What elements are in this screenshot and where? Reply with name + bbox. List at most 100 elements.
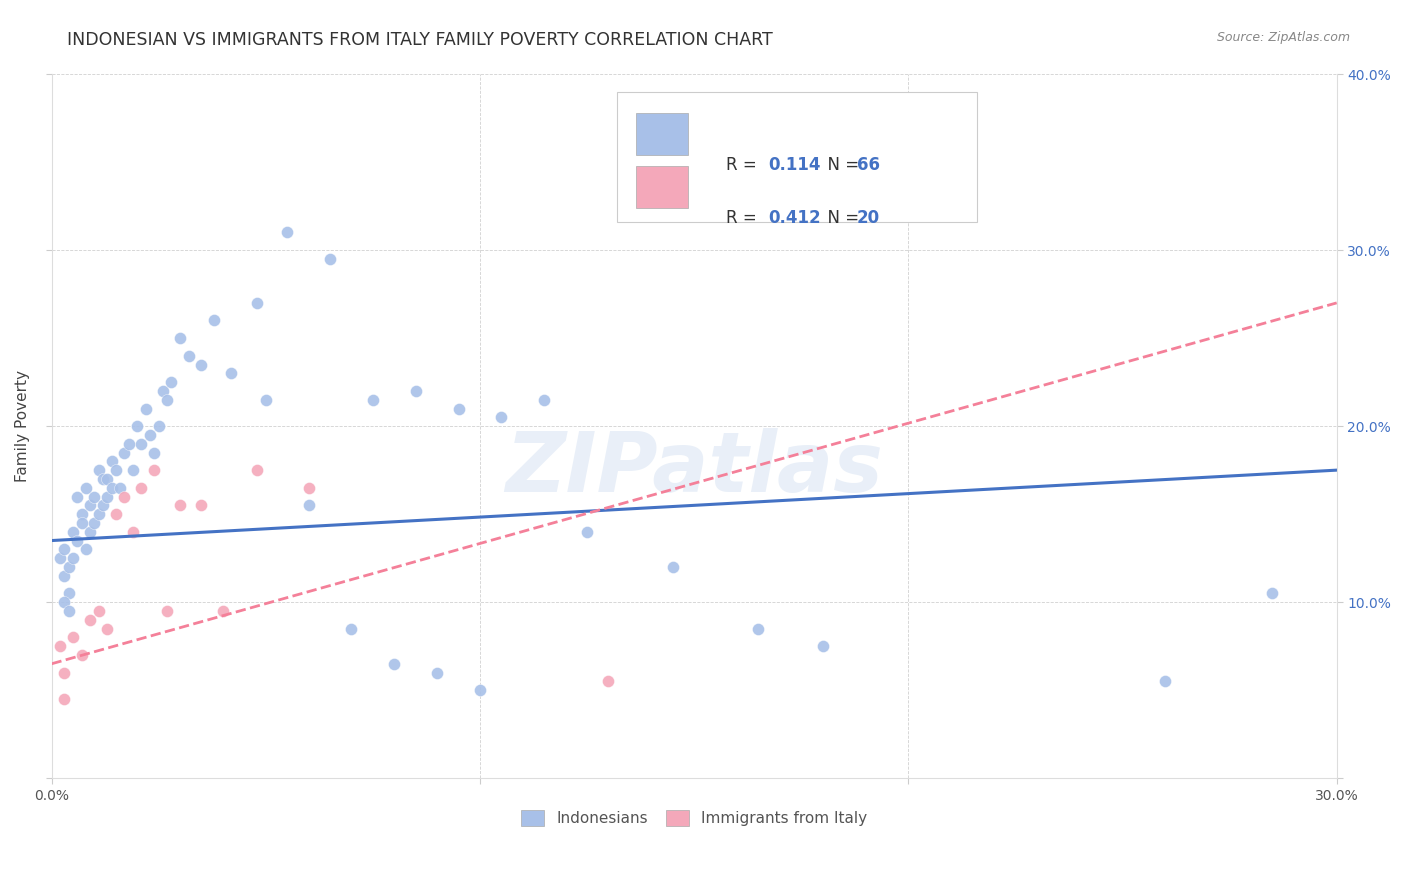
Point	[297, 499, 319, 513]
Point	[177, 349, 200, 363]
Point	[382, 657, 405, 671]
Point	[87, 604, 110, 618]
Text: R =: R =	[725, 210, 762, 227]
Point	[246, 296, 269, 310]
Point	[135, 401, 157, 416]
Point	[104, 463, 127, 477]
Point	[491, 410, 513, 425]
Point	[139, 428, 162, 442]
Text: N =: N =	[817, 156, 865, 175]
Point	[143, 445, 166, 459]
Point	[169, 499, 191, 513]
Point	[58, 604, 80, 618]
Point	[96, 622, 118, 636]
Point	[156, 392, 179, 407]
Text: R =: R =	[725, 156, 762, 175]
Point	[96, 490, 118, 504]
Point	[53, 665, 76, 680]
Point	[70, 648, 93, 662]
Text: INDONESIAN VS IMMIGRANTS FROM ITALY FAMILY POVERTY CORRELATION CHART: INDONESIAN VS IMMIGRANTS FROM ITALY FAMI…	[67, 31, 773, 49]
Point	[79, 524, 101, 539]
Point	[104, 507, 127, 521]
Point	[58, 560, 80, 574]
Point	[598, 674, 620, 689]
Point	[160, 375, 183, 389]
Point	[221, 367, 243, 381]
Point	[58, 586, 80, 600]
Legend: Indonesians, Immigrants from Italy: Indonesians, Immigrants from Italy	[513, 803, 875, 834]
Point	[143, 463, 166, 477]
Point	[112, 490, 135, 504]
Point	[1154, 674, 1177, 689]
Point	[87, 463, 110, 477]
Point	[152, 384, 174, 398]
Point	[131, 481, 153, 495]
Text: Source: ZipAtlas.com: Source: ZipAtlas.com	[1216, 31, 1350, 45]
Point	[169, 331, 191, 345]
Point	[405, 384, 427, 398]
Point	[66, 490, 89, 504]
Point	[53, 542, 76, 557]
Point	[122, 524, 145, 539]
Point	[122, 463, 145, 477]
Point	[576, 524, 599, 539]
Point	[190, 499, 212, 513]
Point	[108, 481, 131, 495]
Point	[811, 639, 834, 653]
Point	[62, 631, 84, 645]
Point	[297, 481, 319, 495]
Point	[361, 392, 384, 407]
Point	[70, 507, 93, 521]
Point	[148, 419, 170, 434]
Point	[62, 551, 84, 566]
Point	[533, 392, 555, 407]
Text: 0.412: 0.412	[768, 210, 821, 227]
Point	[70, 516, 93, 530]
Point	[87, 507, 110, 521]
Point	[1261, 586, 1284, 600]
Point	[66, 533, 89, 548]
Text: 0.114: 0.114	[768, 156, 821, 175]
Point	[212, 604, 235, 618]
Point	[100, 481, 122, 495]
Point	[83, 490, 105, 504]
Point	[447, 401, 470, 416]
Y-axis label: Family Poverty: Family Poverty	[15, 370, 30, 482]
Point	[100, 454, 122, 468]
Point	[190, 358, 212, 372]
Point	[426, 665, 449, 680]
Point	[75, 542, 97, 557]
Point	[79, 499, 101, 513]
Point	[661, 560, 683, 574]
Text: N =: N =	[817, 210, 865, 227]
FancyBboxPatch shape	[637, 112, 688, 155]
Point	[53, 692, 76, 706]
Point	[254, 392, 277, 407]
Point	[319, 252, 342, 266]
Point	[83, 516, 105, 530]
Point	[276, 226, 298, 240]
Point	[202, 313, 225, 327]
Point	[49, 551, 72, 566]
Point	[96, 472, 118, 486]
Point	[131, 436, 153, 450]
Point	[62, 524, 84, 539]
Point	[340, 622, 363, 636]
Text: 66: 66	[856, 156, 880, 175]
Point	[53, 568, 76, 582]
Point	[747, 622, 769, 636]
Text: 20: 20	[856, 210, 880, 227]
Point	[75, 481, 97, 495]
Text: ZIPatlas: ZIPatlas	[505, 428, 883, 508]
Point	[246, 463, 269, 477]
Point	[117, 436, 139, 450]
Point	[53, 595, 76, 609]
Point	[49, 639, 72, 653]
FancyBboxPatch shape	[617, 92, 977, 222]
Point	[112, 445, 135, 459]
Point	[91, 472, 114, 486]
Point	[468, 683, 491, 698]
Point	[156, 604, 179, 618]
Point	[79, 613, 101, 627]
FancyBboxPatch shape	[637, 166, 688, 208]
